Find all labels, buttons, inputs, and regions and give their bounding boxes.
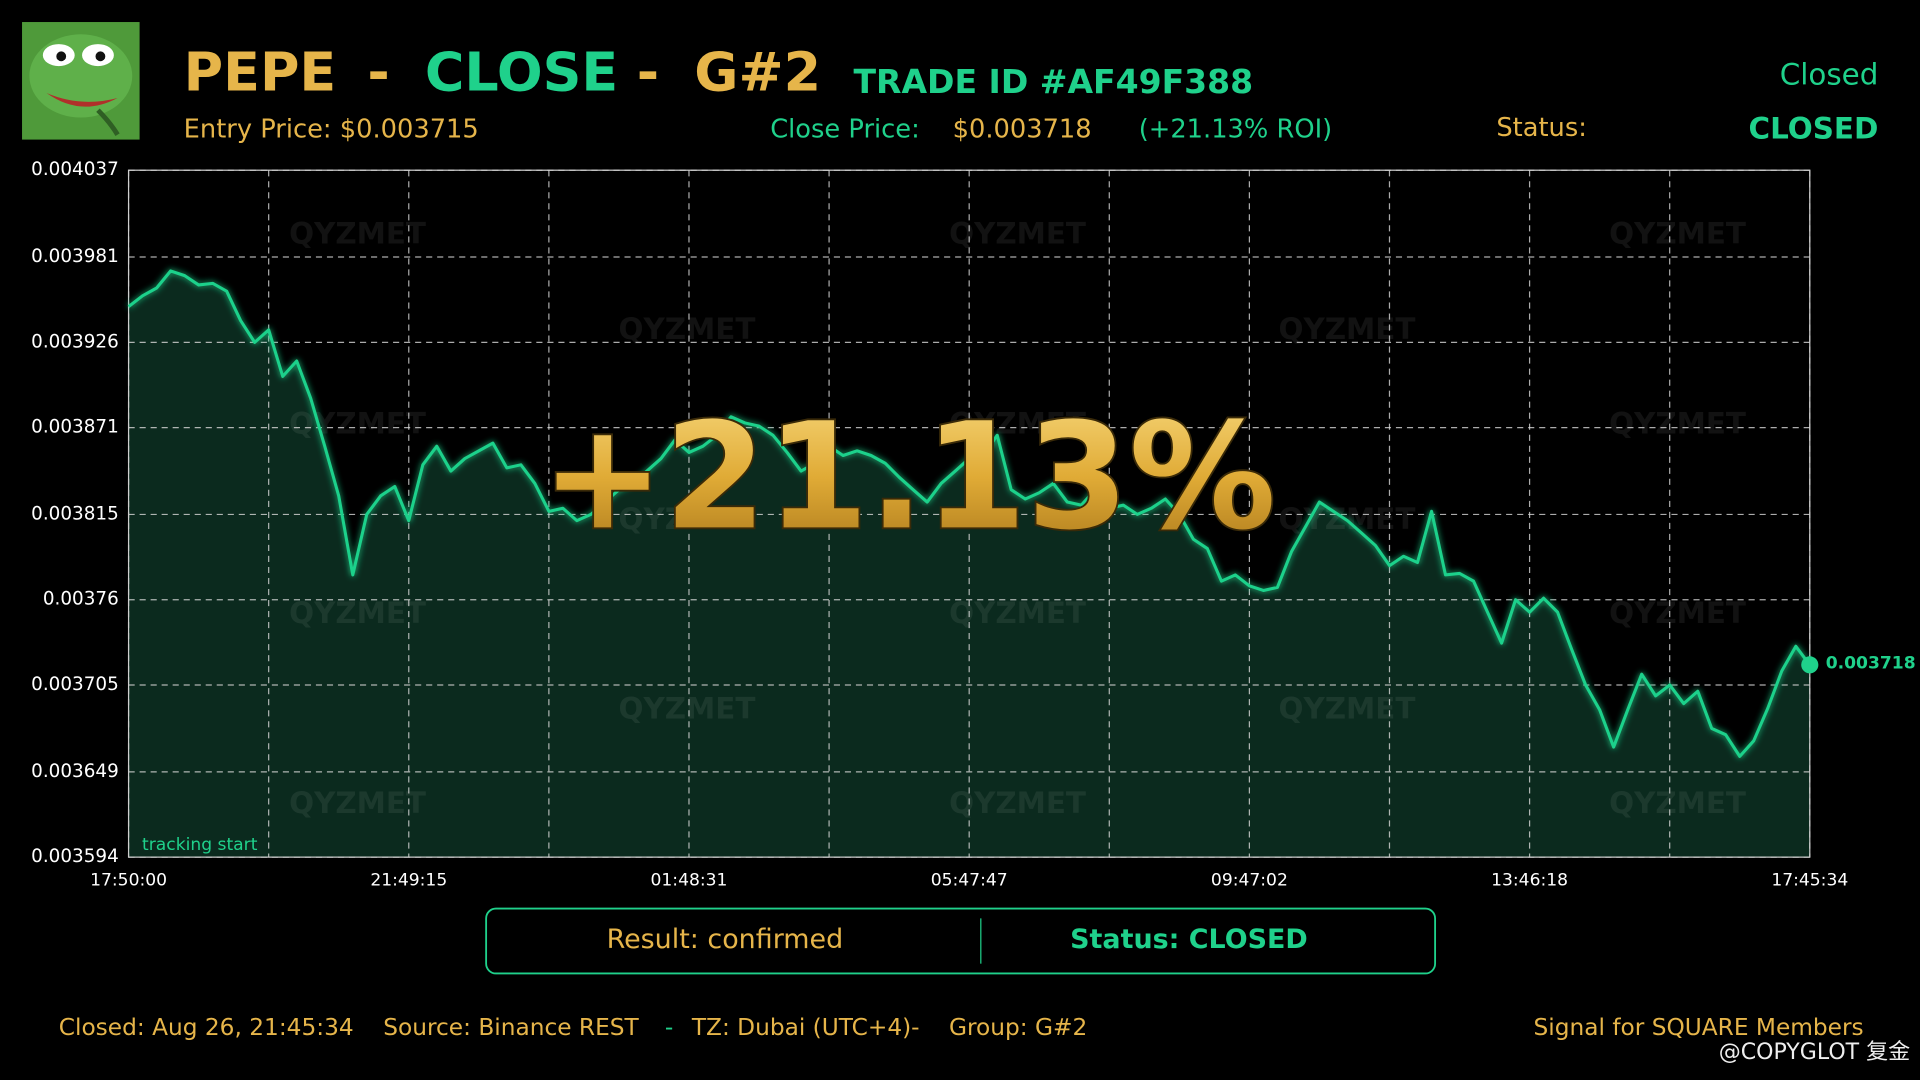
- credit: @COPYGLOT 复金: [1719, 1040, 1910, 1065]
- watermark: QYZMET: [618, 692, 755, 726]
- source: Source: Binance REST: [383, 1014, 639, 1041]
- trade-id: TRADE ID #AF49F388: [853, 62, 1253, 101]
- price-line: [127, 269, 1812, 758]
- group-footer: Group: G#2: [949, 1014, 1087, 1041]
- x-tick-label: 17:50:00: [90, 870, 167, 890]
- watermark: QYZMET: [1609, 217, 1746, 251]
- watermark: QYZMET: [1278, 692, 1415, 726]
- separator: -: [367, 41, 389, 104]
- y-tick-label: 0.003705: [31, 674, 119, 695]
- y-tick-label: 0.004037: [31, 159, 119, 180]
- close-label: Close Price:: [770, 114, 920, 144]
- separator: -: [665, 1014, 673, 1041]
- status-label: Status:: [1496, 113, 1587, 143]
- y-tick-label: 0.00376: [43, 589, 119, 610]
- x-tick-label: 01:48:31: [651, 870, 728, 890]
- y-tick-label: 0.003871: [31, 417, 119, 438]
- status: CLOSED: [1749, 111, 1879, 145]
- result-box: [485, 907, 1437, 975]
- signal: Signal for SQUARE Members: [1534, 1014, 1864, 1041]
- watermark: QYZMET: [949, 217, 1086, 251]
- result-status: Status: CLOSED: [1070, 924, 1308, 955]
- state: Closed: [1780, 57, 1879, 91]
- x-tick-label: 05:47:47: [931, 870, 1008, 890]
- watermark: QYZMET: [1278, 312, 1415, 346]
- watermark: QYZMET: [289, 596, 426, 630]
- coin: PEPE: [184, 41, 337, 104]
- y-tick-label: 0.003981: [31, 246, 119, 267]
- y-tick-label: 0.003649: [31, 761, 119, 782]
- start-label: tracking start: [142, 835, 258, 855]
- watermark: QYZMET: [618, 312, 755, 346]
- y-tick-label: 0.003594: [31, 846, 119, 867]
- watermark: QYZMET: [618, 502, 755, 536]
- entry-price: Entry Price: $0.003715: [184, 114, 479, 144]
- x-tick-label: 17:45:34: [1771, 870, 1848, 890]
- closed-time: Closed: Aug 26, 21:45:34: [59, 1014, 354, 1041]
- x-tick-label: 09:47:02: [1211, 870, 1288, 890]
- result: Result: confirmed: [607, 924, 844, 955]
- watermark: QYZMET: [949, 786, 1086, 820]
- action: CLOSE: [425, 41, 618, 104]
- separator: -: [637, 41, 659, 104]
- end-label: 0.003718: [1826, 654, 1916, 674]
- watermark: QYZMET: [949, 406, 1086, 440]
- plot: QYZMET QYZMET QYZMET QYZMET QYZMET QYZMET QYZM…: [31, 159, 1915, 890]
- watermark: QYZMET: [949, 596, 1086, 630]
- watermark: QYZMET: [289, 217, 426, 251]
- roi: (+21.13% ROI): [1139, 114, 1332, 144]
- pepe-avatar: [22, 22, 140, 140]
- watermark: QYZMET: [1609, 596, 1746, 630]
- plot-border: [127, 169, 1811, 858]
- y-tick-label: 0.003815: [31, 503, 119, 524]
- x-tick-label: 13:46:18: [1491, 870, 1568, 890]
- group: G#2: [694, 41, 821, 104]
- roi-annotation: +21.13%: [541, 391, 1276, 562]
- end-dot: [1801, 656, 1819, 674]
- close-price: $0.003718: [953, 114, 1092, 144]
- y-tick-label: 0.003926: [31, 331, 119, 352]
- timezone: TZ: Dubai (UTC+4)-: [691, 1014, 920, 1041]
- watermark: QYZMET: [289, 786, 426, 820]
- x-tick-label: 21:49:15: [370, 870, 447, 890]
- watermark: QYZMET: [289, 406, 426, 440]
- watermark: QYZMET: [1609, 406, 1746, 440]
- watermark: QYZMET: [1609, 786, 1746, 820]
